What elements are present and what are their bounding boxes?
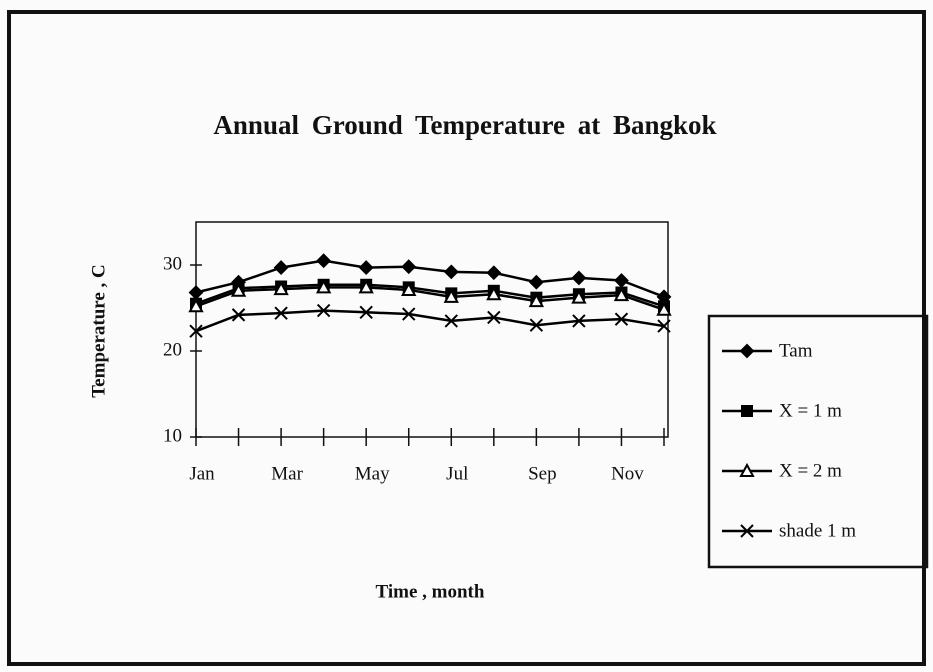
series-line	[195, 286, 665, 311]
legend-label: X = 2 m	[779, 460, 842, 481]
legend-label: X = 1 m	[779, 400, 842, 421]
data-point	[443, 288, 459, 303]
x-tick-label: May	[355, 463, 390, 484]
data-point	[486, 265, 502, 281]
plot-area	[195, 221, 669, 438]
data-point	[273, 280, 289, 296]
legend-marker	[739, 343, 755, 359]
data-point	[656, 301, 672, 316]
data-point	[486, 286, 502, 301]
data-point	[188, 285, 204, 300]
x-tick-label: Jan	[189, 463, 215, 484]
data-point	[572, 314, 586, 328]
x-tick-label: Mar	[271, 463, 303, 484]
legend-marker	[739, 462, 755, 477]
data-point	[358, 279, 374, 294]
data-point	[571, 289, 587, 304]
data-point	[230, 282, 247, 297]
legend	[707, 314, 929, 569]
data-point	[401, 281, 417, 296]
data-point	[614, 273, 629, 288]
y-tick-label: 20	[163, 339, 182, 360]
data-point	[529, 318, 544, 332]
legend-marker	[741, 405, 753, 417]
data-point	[189, 324, 203, 338]
x-axis-label: Time , month	[376, 581, 485, 602]
data-point	[231, 308, 246, 322]
data-point	[401, 259, 417, 275]
series-line	[195, 309, 665, 333]
data-point	[274, 306, 288, 320]
series-line	[195, 283, 665, 308]
data-point	[571, 270, 587, 286]
legend-marker	[740, 524, 754, 538]
chart-title: Annual Ground Temperature at Bangkok	[213, 110, 716, 140]
frame	[7, 10, 926, 666]
x-tick-label: Nov	[611, 463, 644, 484]
legend-label: Tam	[779, 340, 813, 361]
y-tick-label: 10	[163, 425, 182, 446]
data-point	[316, 253, 332, 269]
data-point	[315, 279, 332, 294]
series-line	[195, 259, 665, 298]
data-point	[443, 264, 459, 280]
data-point	[273, 260, 289, 275]
data-point	[402, 307, 416, 321]
legend-label: shade 1 m	[779, 520, 856, 541]
data-point	[528, 293, 545, 308]
data-point	[614, 312, 629, 326]
x-tick-label: Jul	[446, 463, 468, 484]
y-axis-label: Temperature , C	[88, 264, 109, 398]
x-tick-label: Sep	[528, 463, 557, 484]
data-point	[359, 305, 373, 320]
y-tick-label: 30	[163, 253, 182, 274]
data-point	[444, 314, 458, 328]
data-point	[528, 274, 544, 290]
data-point	[657, 319, 671, 333]
data-point	[188, 298, 204, 313]
data-point	[316, 303, 331, 318]
data-point	[358, 260, 374, 275]
data-point	[613, 287, 630, 302]
data-point	[487, 310, 501, 325]
